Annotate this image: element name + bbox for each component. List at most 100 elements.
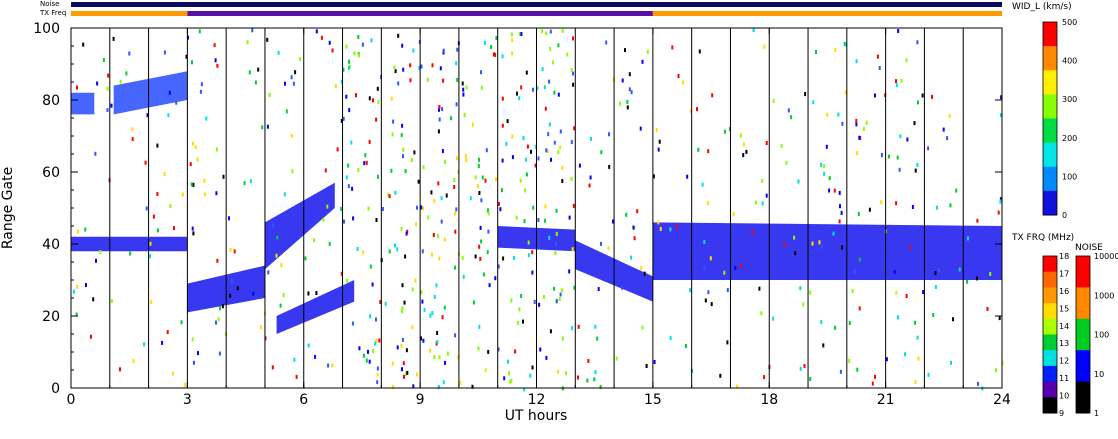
- echo-point: [415, 222, 418, 227]
- echo-point: [537, 218, 540, 222]
- echo-point: [185, 54, 188, 59]
- echo-point: [110, 103, 113, 108]
- noise-legend-tick-label: 10: [1094, 370, 1104, 379]
- echo-point: [340, 79, 343, 84]
- echo-point: [437, 129, 440, 134]
- echo-point: [374, 341, 377, 346]
- echo-point: [607, 246, 610, 251]
- echo-point: [331, 363, 334, 368]
- echo-point: [977, 381, 979, 386]
- echo-point: [612, 219, 614, 224]
- echo-point: [552, 60, 555, 65]
- echo-point: [462, 92, 465, 97]
- echo-point: [545, 148, 548, 153]
- echo-point: [272, 223, 275, 228]
- echo-point: [989, 271, 992, 276]
- txfreq-legend-swatch: [1043, 303, 1057, 320]
- echo-point: [439, 66, 442, 71]
- echo-point: [372, 349, 375, 354]
- echo-point: [459, 381, 462, 385]
- echo-point: [199, 89, 202, 94]
- echo-point: [432, 233, 435, 237]
- echo-point: [454, 265, 457, 270]
- echo-point: [431, 63, 434, 68]
- echo-point: [355, 93, 357, 98]
- txfreq-legend-tick-label: 9: [1059, 409, 1064, 418]
- echo-point: [518, 32, 521, 36]
- echo-point: [921, 93, 924, 98]
- echo-point: [630, 255, 633, 260]
- echo-point: [511, 134, 514, 139]
- txfreq-legend-tick-label: 13: [1059, 339, 1069, 348]
- echo-point: [457, 355, 460, 360]
- echo-point: [518, 307, 521, 312]
- echo-point: [422, 206, 424, 211]
- echo-point: [196, 157, 199, 162]
- echo-point: [478, 324, 481, 329]
- echo-point: [881, 153, 883, 158]
- echo-point: [856, 151, 858, 156]
- echo-point: [942, 127, 945, 132]
- echo-point: [685, 343, 687, 348]
- echo-point: [820, 244, 823, 249]
- echo-point: [857, 212, 860, 217]
- echo-point: [427, 215, 430, 220]
- echo-point: [267, 270, 270, 275]
- echo-point: [462, 274, 465, 279]
- echo-point: [626, 99, 629, 104]
- echo-point: [357, 53, 360, 58]
- echo-point: [131, 127, 134, 132]
- echo-point: [420, 205, 423, 210]
- echo-point: [402, 361, 405, 366]
- echo-point: [486, 250, 489, 255]
- echo-point: [799, 366, 802, 371]
- echo-point: [497, 201, 500, 206]
- echo-point: [524, 157, 527, 162]
- echo-point: [401, 283, 404, 288]
- echo-point: [723, 129, 726, 134]
- echo-point: [358, 346, 361, 351]
- echo-point: [404, 254, 407, 259]
- echo-point: [132, 359, 135, 364]
- echo-point: [641, 325, 644, 330]
- echo-point: [291, 169, 294, 174]
- echo-point: [832, 231, 835, 236]
- echo-point: [431, 252, 433, 257]
- echo-point: [529, 373, 532, 378]
- echo-point: [615, 356, 618, 361]
- txfreq-legend-tick-label: 18: [1059, 252, 1069, 261]
- echo-point: [391, 361, 394, 366]
- echo-point: [367, 349, 369, 354]
- echo-point: [214, 58, 217, 63]
- echo-point: [812, 100, 815, 105]
- echo-band-6: [652, 222, 1002, 280]
- echo-point: [917, 100, 919, 105]
- echo-point: [532, 87, 534, 92]
- echo-point: [543, 85, 546, 90]
- echo-point: [400, 226, 403, 231]
- echo-point: [394, 243, 396, 248]
- echo-point: [187, 35, 189, 40]
- echo-point: [423, 307, 426, 312]
- echo-point: [442, 78, 445, 83]
- echo-point: [524, 188, 527, 193]
- echo-point: [402, 67, 405, 72]
- echo-point: [106, 108, 109, 112]
- y-tick-label: 0: [51, 381, 60, 397]
- echo-point: [422, 165, 425, 170]
- echo-point: [376, 86, 379, 91]
- echo-point: [440, 196, 443, 201]
- echo-point: [510, 378, 513, 383]
- echo-point: [494, 52, 497, 57]
- echo-point: [897, 29, 900, 33]
- echo-point: [707, 290, 710, 295]
- echo-point: [484, 178, 487, 183]
- echo-point: [895, 290, 898, 295]
- echo-point: [397, 81, 400, 86]
- echo-point: [922, 290, 925, 295]
- echo-point: [228, 216, 230, 221]
- echo-point: [820, 319, 823, 324]
- echo-point: [696, 107, 698, 112]
- echo-point: [361, 42, 364, 47]
- echo-point: [522, 319, 524, 324]
